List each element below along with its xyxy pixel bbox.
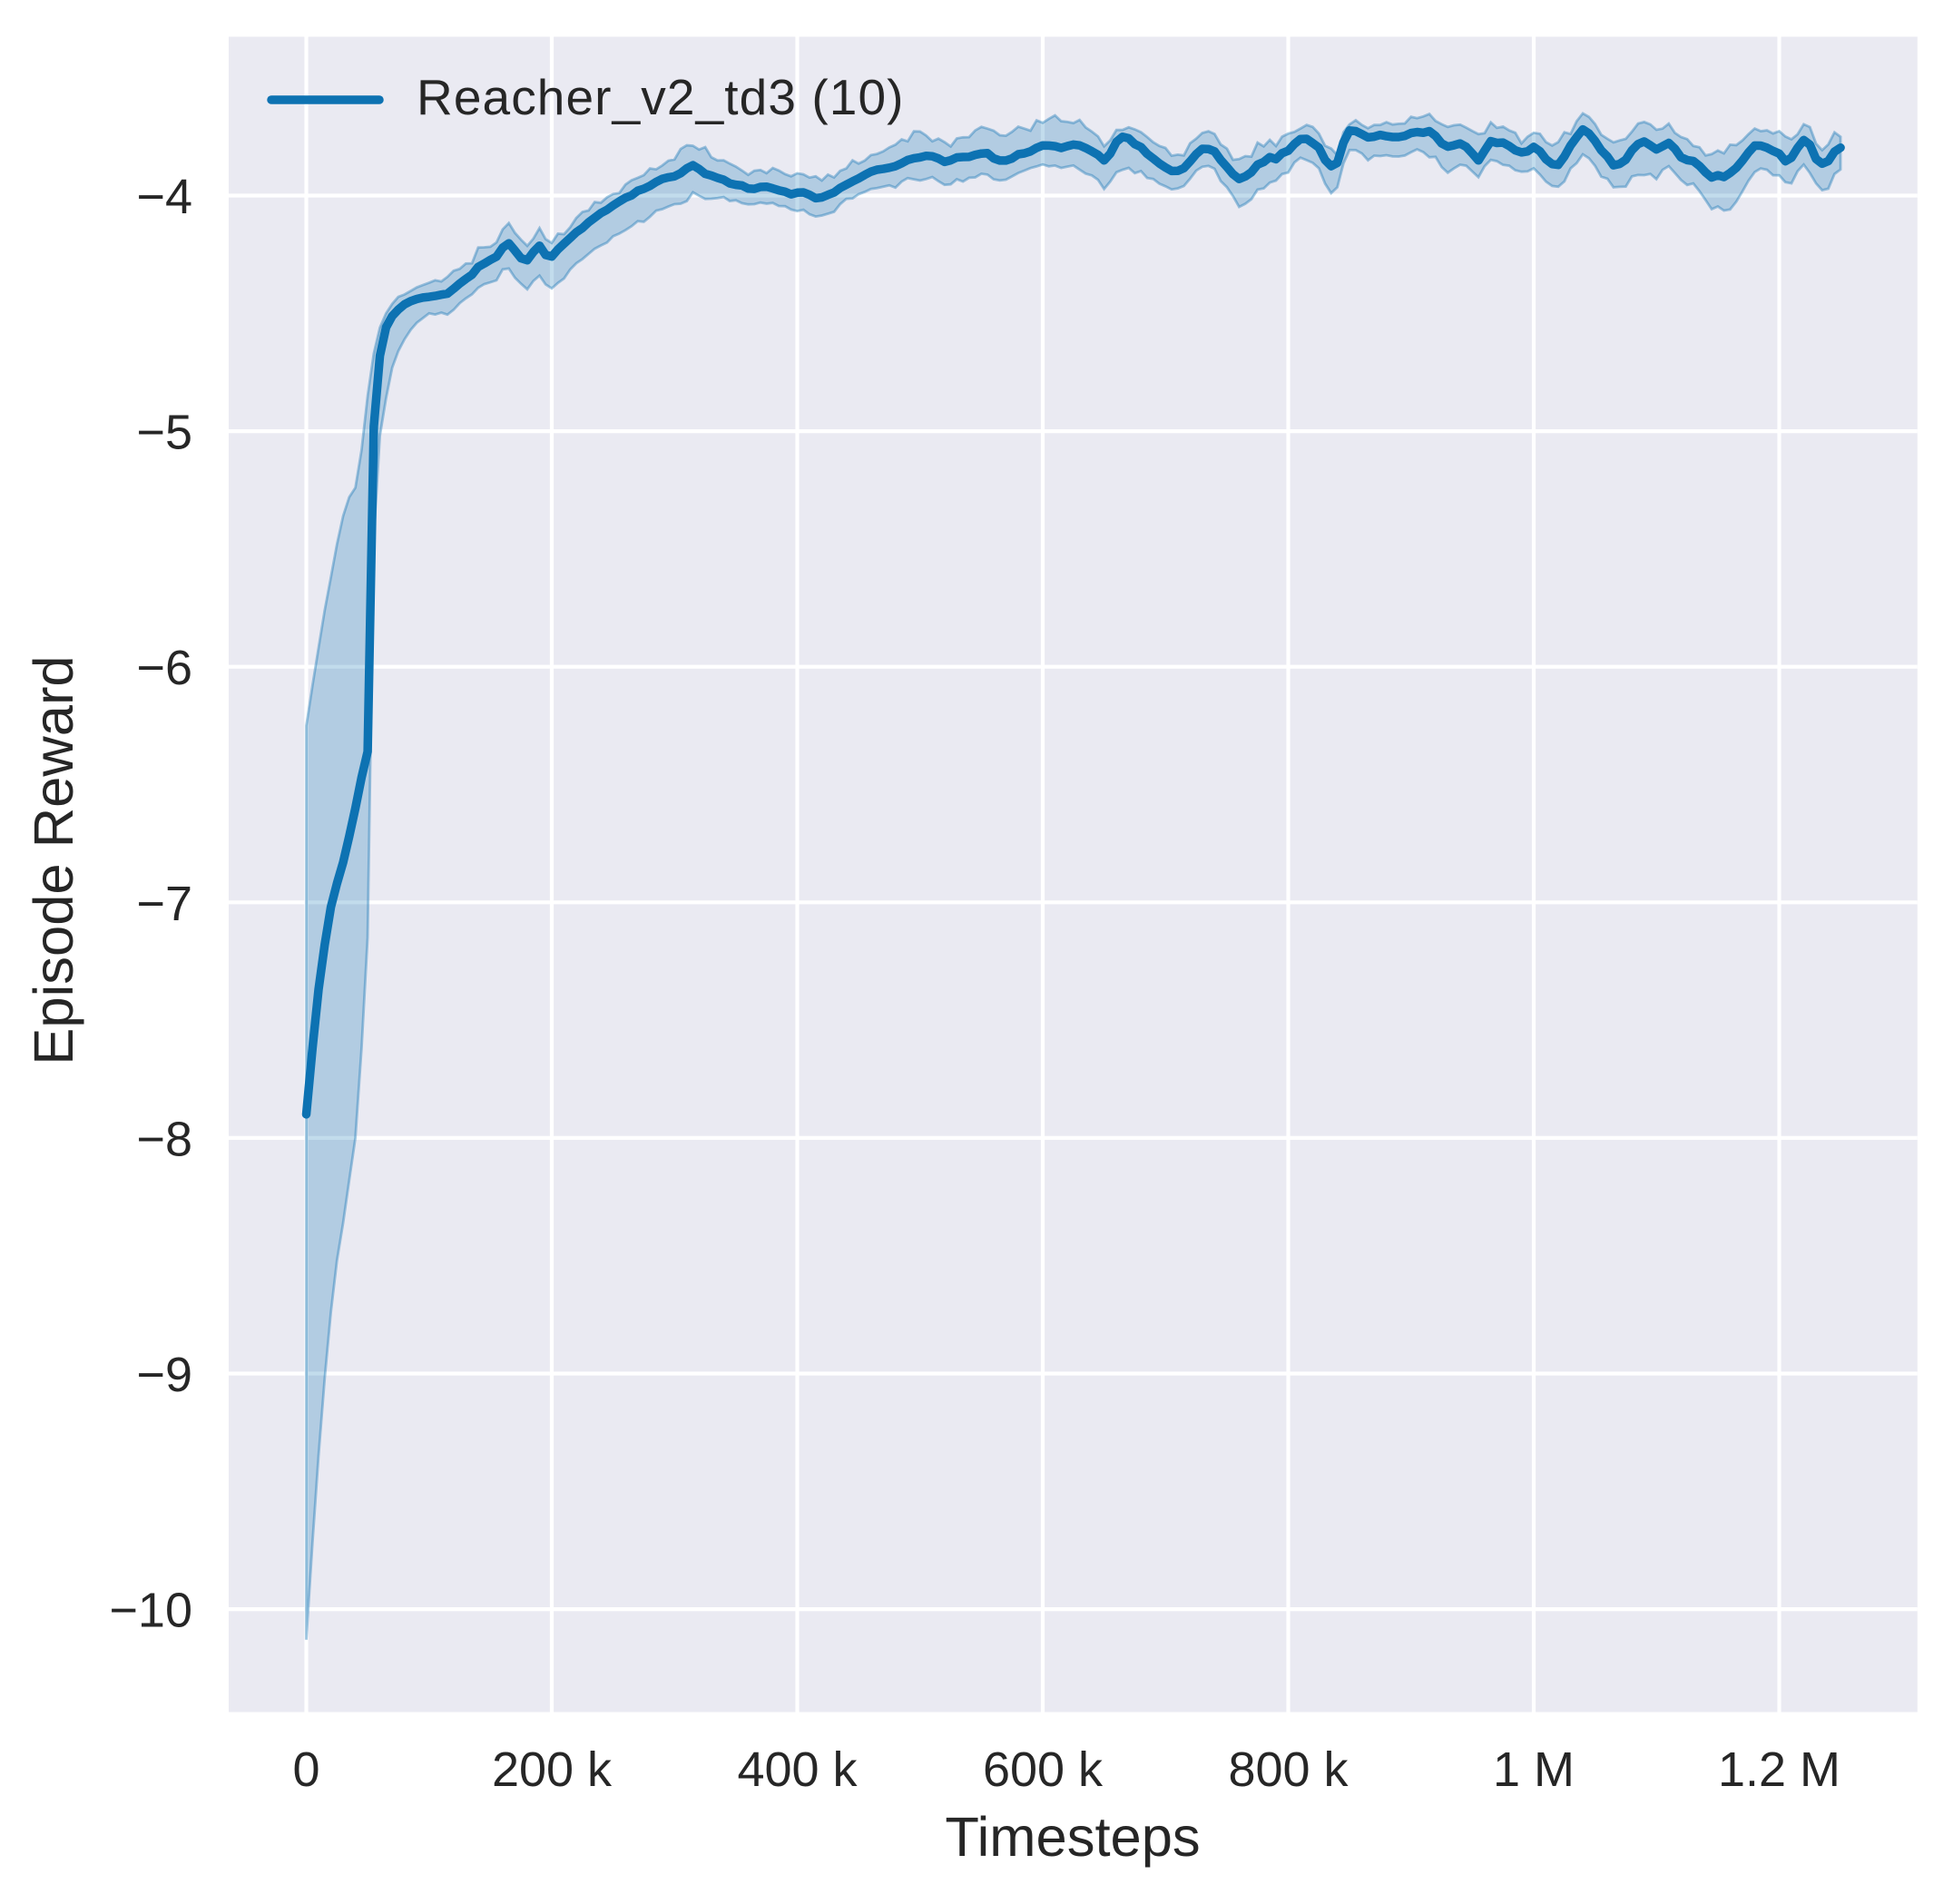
svg-text:200 k: 200 k (492, 1742, 613, 1797)
svg-text:600 k: 600 k (983, 1742, 1104, 1797)
svg-text:0: 0 (292, 1742, 319, 1797)
svg-text:400 k: 400 k (737, 1742, 858, 1797)
svg-text:−9: −9 (136, 1348, 192, 1402)
svg-text:−10: −10 (109, 1584, 192, 1638)
svg-text:−4: −4 (136, 170, 192, 224)
svg-text:1 M: 1 M (1493, 1742, 1575, 1797)
svg-text:−6: −6 (136, 641, 192, 695)
svg-text:Episode Reward: Episode Reward (23, 655, 85, 1065)
svg-text:1.2 M: 1.2 M (1718, 1742, 1840, 1797)
svg-text:Timesteps: Timesteps (945, 1806, 1200, 1869)
svg-text:−8: −8 (136, 1112, 192, 1166)
svg-text:−5: −5 (136, 406, 192, 460)
svg-text:−7: −7 (136, 877, 192, 931)
svg-text:Reacher_v2_td3 (10): Reacher_v2_td3 (10) (417, 69, 905, 125)
svg-text:800 k: 800 k (1228, 1742, 1349, 1797)
